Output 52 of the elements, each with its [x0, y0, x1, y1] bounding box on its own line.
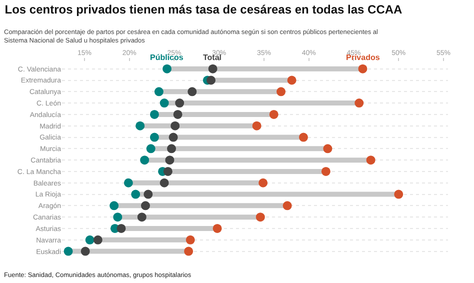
point — [85, 235, 94, 244]
point — [173, 110, 182, 119]
point — [212, 224, 222, 233]
chart-title: Los centros privados tienen más tasa de cesáreas en todas las CCAA — [4, 2, 403, 16]
point — [113, 212, 122, 222]
series-label: Públicos — [150, 53, 184, 62]
point — [208, 64, 218, 74]
point — [116, 224, 126, 233]
point — [269, 110, 278, 119]
point — [160, 178, 169, 188]
point — [64, 246, 73, 256]
point — [323, 144, 332, 154]
point — [206, 76, 216, 85]
point — [140, 201, 150, 210]
point — [136, 121, 145, 130]
point — [150, 132, 159, 142]
point — [188, 87, 197, 96]
series-label: Total — [203, 53, 222, 62]
point — [165, 156, 174, 165]
point — [137, 212, 146, 222]
point — [163, 166, 172, 176]
point — [80, 246, 90, 256]
point — [321, 166, 330, 176]
point — [287, 76, 296, 85]
point — [160, 98, 169, 108]
point — [184, 246, 194, 256]
point — [167, 144, 176, 154]
series-label: Privados — [346, 53, 380, 62]
point — [146, 144, 156, 154]
point — [110, 201, 119, 210]
point — [170, 121, 180, 130]
point — [186, 235, 195, 244]
point — [124, 178, 133, 188]
point — [162, 64, 172, 74]
point — [140, 156, 150, 165]
point — [354, 98, 364, 108]
point — [282, 201, 292, 210]
point — [358, 64, 368, 74]
point — [150, 110, 159, 119]
point — [168, 132, 178, 142]
point — [258, 178, 268, 188]
point — [175, 98, 184, 108]
point — [366, 156, 376, 165]
point — [298, 132, 308, 142]
point — [144, 190, 153, 199]
point — [256, 212, 265, 222]
point — [394, 190, 404, 199]
point — [154, 87, 164, 96]
point — [131, 190, 140, 199]
point — [93, 235, 102, 244]
point — [276, 87, 286, 96]
point — [252, 121, 262, 130]
